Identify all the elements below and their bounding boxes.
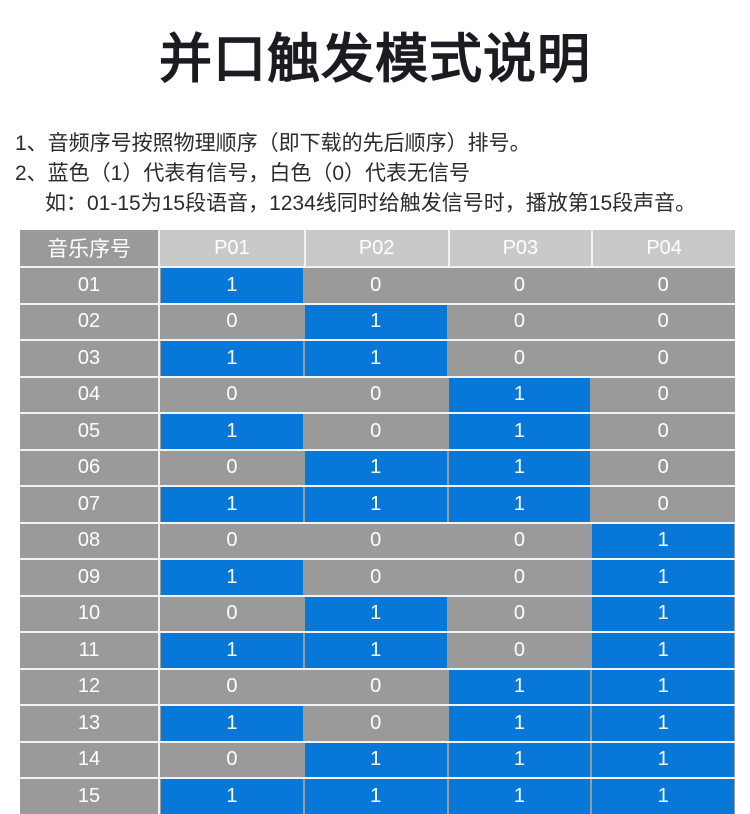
row-label: 12 — [20, 669, 160, 704]
column-header-music-index: 音乐序号 — [20, 230, 160, 266]
table-cell-p02: 0 — [303, 523, 448, 558]
table-cell-p03: 0 — [447, 523, 592, 558]
table-cell-p04: 0 — [591, 450, 735, 485]
row-label: 02 — [20, 304, 160, 339]
row-label: 05 — [20, 414, 160, 449]
table-cell-p03: 0 — [447, 596, 592, 631]
table-cell-p03: 1 — [447, 742, 592, 777]
table-cell-p01: 1 — [160, 560, 304, 595]
table-cell-p03: 1 — [447, 779, 592, 814]
page-title: 并口触发模式说明 — [159, 30, 591, 89]
table-cell-p02: 1 — [303, 450, 448, 485]
table-cell-p03: 0 — [447, 304, 592, 339]
table-cell-p04: 0 — [591, 341, 735, 376]
table-cell-p02: 1 — [303, 742, 448, 777]
row-label: 04 — [20, 377, 160, 412]
table-cell-p04: 0 — [591, 377, 735, 412]
note-line-1: 1、音频序号按照物理顺序（即下载的先后顺序）排号。 — [15, 132, 531, 155]
table-cell-p01: 1 — [160, 633, 304, 668]
table-cell-p04: 1 — [591, 669, 735, 704]
row-label: 13 — [20, 706, 160, 741]
table-cell-p04: 1 — [591, 779, 735, 814]
table-cell-p01: 1 — [160, 341, 304, 376]
table-cell-p01: 0 — [160, 742, 304, 777]
table-cell-p04: 0 — [591, 304, 735, 339]
table-cell-p04: 1 — [591, 633, 735, 668]
table-cell-p04: 1 — [591, 560, 735, 595]
notes: 1、音频序号按照物理顺序（即下载的先后顺序）排号。 2、蓝色（1）代表有信号，白… — [15, 129, 735, 219]
row-label: 09 — [20, 560, 160, 595]
table-cell-p04: 1 — [591, 742, 735, 777]
table-cell-p01: 0 — [160, 450, 304, 485]
table-cell-p03: 0 — [447, 341, 592, 376]
table-cell-p03: 0 — [447, 633, 592, 668]
row-label: 15 — [20, 779, 160, 814]
table-cell-p02: 0 — [303, 414, 448, 449]
table-cell-p02: 0 — [303, 377, 448, 412]
table-cell-p03: 1 — [447, 706, 592, 741]
table-cell-p02: 1 — [303, 596, 448, 631]
row-label: 08 — [20, 523, 160, 558]
column-header-p04: P04 — [591, 230, 735, 266]
table-cell-p04: 0 — [591, 487, 735, 522]
table-cell-p01: 0 — [160, 596, 304, 631]
table-cell-p02: 0 — [303, 669, 448, 704]
row-label: 01 — [20, 268, 160, 303]
table-cell-p02: 1 — [303, 779, 448, 814]
table-cell-p04: 1 — [591, 523, 735, 558]
table-cell-p03: 0 — [447, 268, 592, 303]
table-cell-p01: 0 — [160, 377, 304, 412]
row-label: 06 — [20, 450, 160, 485]
row-label: 07 — [20, 487, 160, 522]
table-cell-p03: 1 — [447, 669, 592, 704]
column-header-p01: P01 — [160, 230, 304, 266]
table-cell-p02: 0 — [303, 706, 448, 741]
row-label: 11 — [20, 633, 160, 668]
note-line-3: 如：01-15为15段语音，1234线同时给触发信号时，播放第15段声音。 — [45, 192, 697, 215]
table-cell-p01: 0 — [160, 669, 304, 704]
table-cell-p02: 1 — [303, 487, 448, 522]
table-cell-p03: 1 — [447, 377, 592, 412]
table-cell-p03: 0 — [447, 560, 592, 595]
table-cell-p01: 1 — [160, 779, 304, 814]
table-cell-p01: 1 — [160, 487, 304, 522]
column-header-p03: P03 — [447, 230, 592, 266]
table-cell-p02: 0 — [303, 560, 448, 595]
note-line-2: 2、蓝色（1）代表有信号，白色（0）代表无信号 — [15, 162, 471, 185]
table-cell-p04: 1 — [591, 596, 735, 631]
table-cell-p04: 1 — [591, 706, 735, 741]
table-cell-p02: 1 — [303, 633, 448, 668]
row-label: 03 — [20, 341, 160, 376]
table-cell-p04: 0 — [591, 268, 735, 303]
table-cell-p01: 1 — [160, 706, 304, 741]
table-cell-p02: 1 — [303, 304, 448, 339]
table-cell-p04: 0 — [591, 414, 735, 449]
row-label: 10 — [20, 596, 160, 631]
table-cell-p03: 1 — [447, 487, 592, 522]
table-cell-p02: 0 — [303, 268, 448, 303]
column-header-p02: P02 — [303, 230, 448, 266]
trigger-mode-table: 音乐序号 P01 P02 P03 P04 01 1 0 0 0 02 0 1 0… — [20, 230, 735, 814]
table-cell-p03: 1 — [447, 414, 592, 449]
table-cell-p01: 0 — [160, 304, 304, 339]
table-cell-p01: 1 — [160, 268, 304, 303]
table-cell-p01: 0 — [160, 523, 304, 558]
table-cell-p03: 1 — [447, 450, 592, 485]
table-cell-p01: 1 — [160, 414, 304, 449]
row-label: 14 — [20, 742, 160, 777]
table-cell-p02: 1 — [303, 341, 448, 376]
